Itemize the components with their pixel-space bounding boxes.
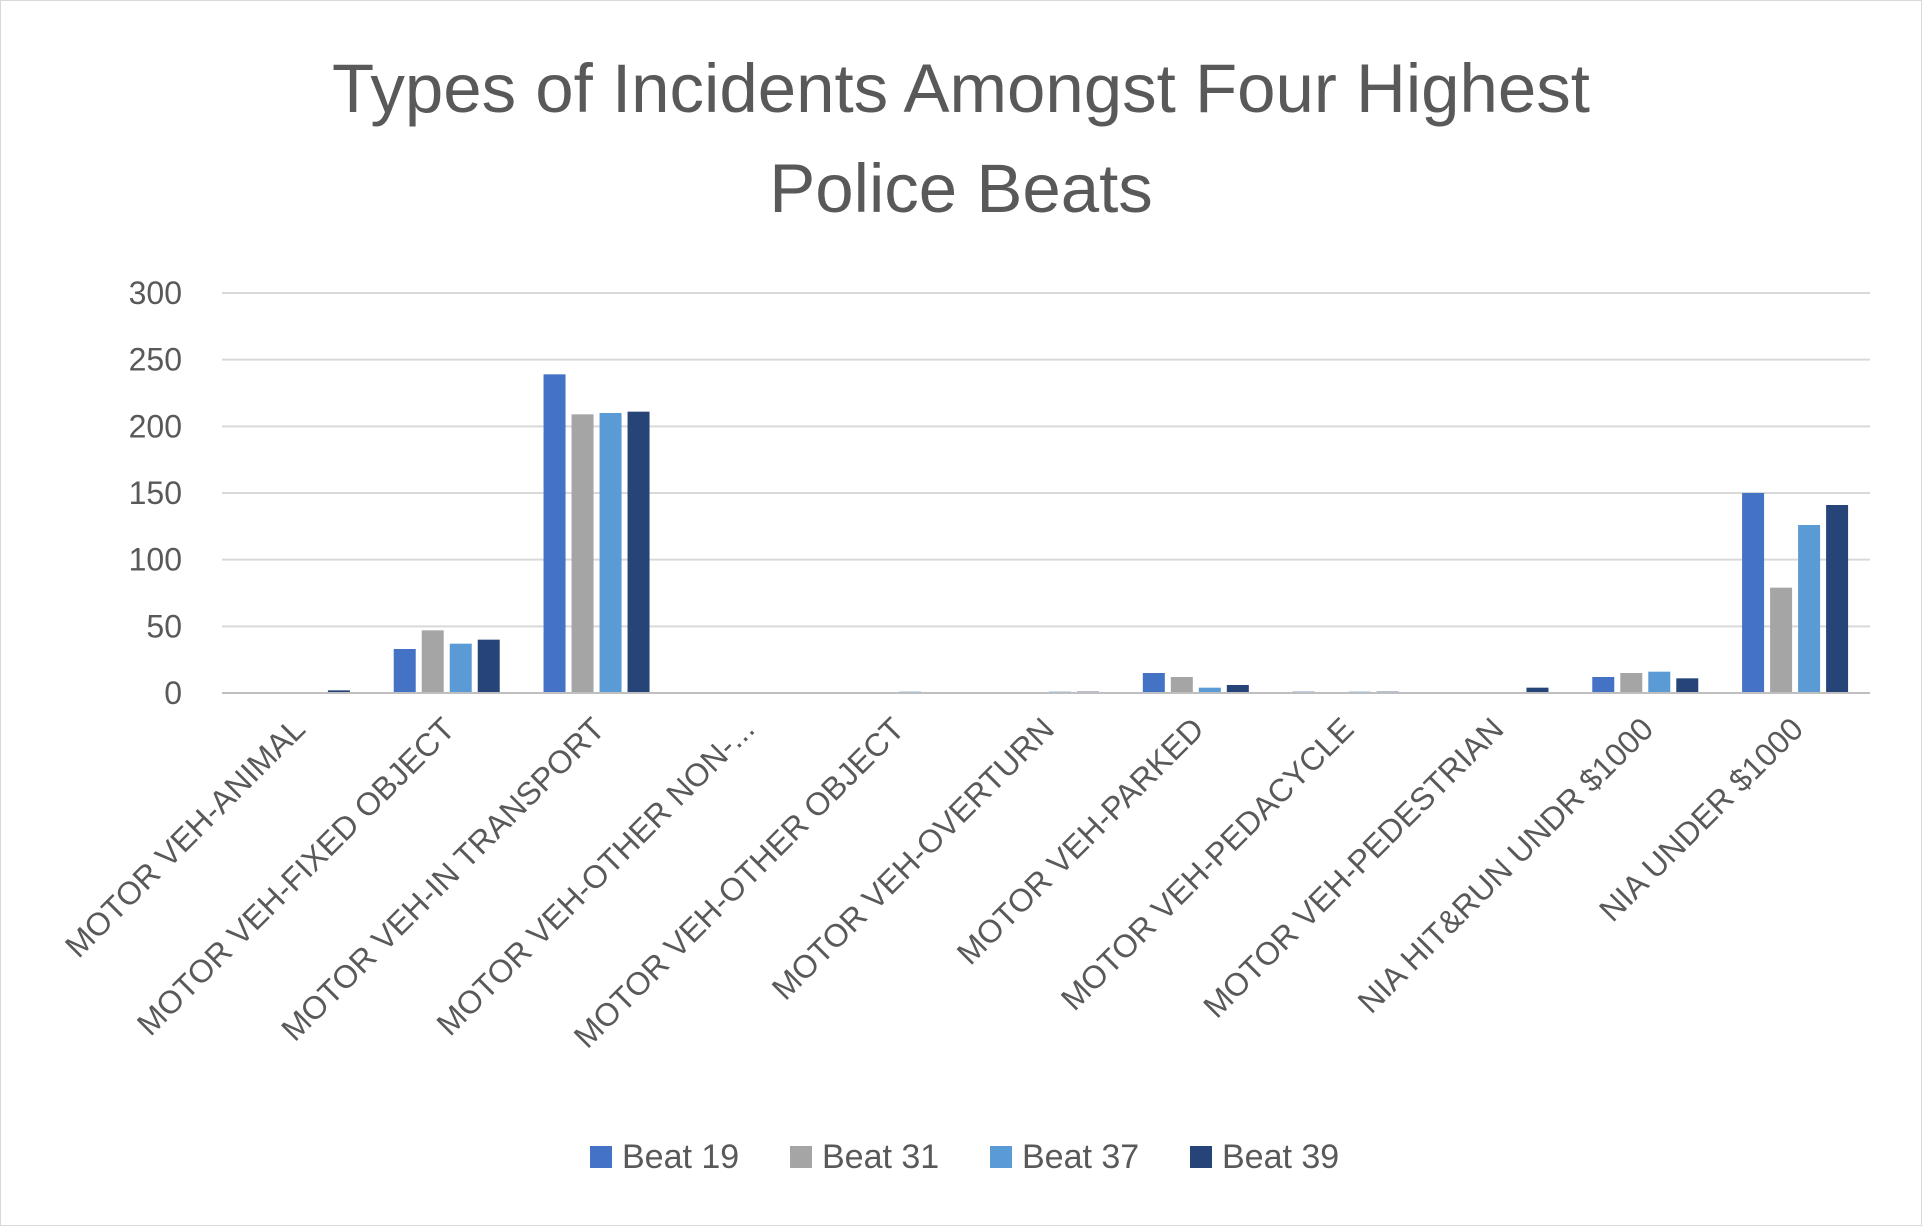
bar-beat-39 [1526, 687, 1549, 693]
bar-beat-31 [571, 414, 594, 693]
x-tick-label: MOTOR VEH-IN TRANSPORT [274, 710, 611, 1047]
x-tick-label: MOTOR VEH-PARKED [950, 710, 1211, 971]
legend-item: Beat 37 [990, 1138, 1139, 1176]
x-tick-label: MOTOR VEH-OTHER NON-... [430, 710, 762, 1042]
legend-swatch [990, 1146, 1012, 1168]
y-tick-label: 100 [129, 542, 182, 578]
bar-beat-37 [1798, 525, 1821, 693]
chart-title-line-2: Police Beats [769, 150, 1153, 227]
legend-item: Beat 19 [590, 1138, 739, 1176]
x-tick-label: MOTOR VEH-PEDESTRIAN [1196, 710, 1510, 1024]
bar-beat-19 [1742, 493, 1765, 693]
legend-swatch [1190, 1146, 1212, 1168]
bar-beat-19 [1142, 673, 1165, 693]
y-tick-label: 0 [164, 675, 182, 711]
gridlines [222, 292, 1870, 628]
y-axis-ticks: 0 50 100 150 200 250 300 [129, 275, 182, 711]
bar-beat-39 [1676, 678, 1699, 693]
x-tick-label: MOTOR VEH-FIXED OBJECT [130, 710, 462, 1042]
x-tick-label: MOTOR VEH-ANIMAL [58, 710, 312, 964]
y-tick-label: 150 [129, 475, 182, 511]
bar-beat-19 [1592, 677, 1615, 693]
bar-beat-31 [1170, 677, 1193, 693]
legend-label: Beat 37 [1022, 1138, 1139, 1176]
x-tick-label: NIA HIT&RUN UNDR $1000 [1351, 710, 1661, 1020]
bars [327, 374, 1849, 693]
x-tick-label: MOTOR VEH-PEDACYCLE [1054, 710, 1361, 1017]
legend-label: Beat 39 [1222, 1138, 1339, 1176]
bar-beat-37 [449, 643, 472, 693]
legend-label: Beat 31 [822, 1138, 939, 1176]
x-tick-label: MOTOR VEH-OVERTURN [765, 710, 1061, 1006]
bar-beat-19 [543, 374, 566, 693]
legend-label: Beat 19 [622, 1138, 739, 1176]
bar-beat-39 [477, 639, 500, 693]
bar-beat-37 [599, 413, 622, 693]
y-tick-label: 50 [146, 608, 182, 644]
chart-title-line-1: Types of Incidents Amongst Four Highest [332, 50, 1590, 127]
legend-swatch [590, 1146, 612, 1168]
legend-item: Beat 31 [790, 1138, 939, 1176]
bar-beat-39 [627, 411, 650, 693]
legend-swatch [790, 1146, 812, 1168]
y-tick-label: 250 [129, 342, 182, 378]
bar-beat-31 [1620, 673, 1643, 693]
bar-beat-39 [1826, 505, 1849, 693]
bar-beat-31 [1770, 587, 1793, 693]
legend: Beat 19 Beat 31 Beat 37 Beat 39 [590, 1138, 1339, 1176]
y-tick-label: 200 [129, 408, 182, 444]
bar-beat-39 [1226, 685, 1249, 693]
bar-beat-31 [421, 630, 444, 693]
x-tick-label: MOTOR VEH-OTHER OBJECT [567, 710, 911, 1054]
bar-beat-37 [1198, 687, 1221, 693]
bar-beat-19 [393, 649, 416, 693]
legend-item: Beat 39 [1190, 1138, 1339, 1176]
y-tick-label: 300 [129, 275, 182, 311]
bar-beat-39 [327, 690, 350, 693]
bar-beat-37 [1648, 671, 1671, 693]
